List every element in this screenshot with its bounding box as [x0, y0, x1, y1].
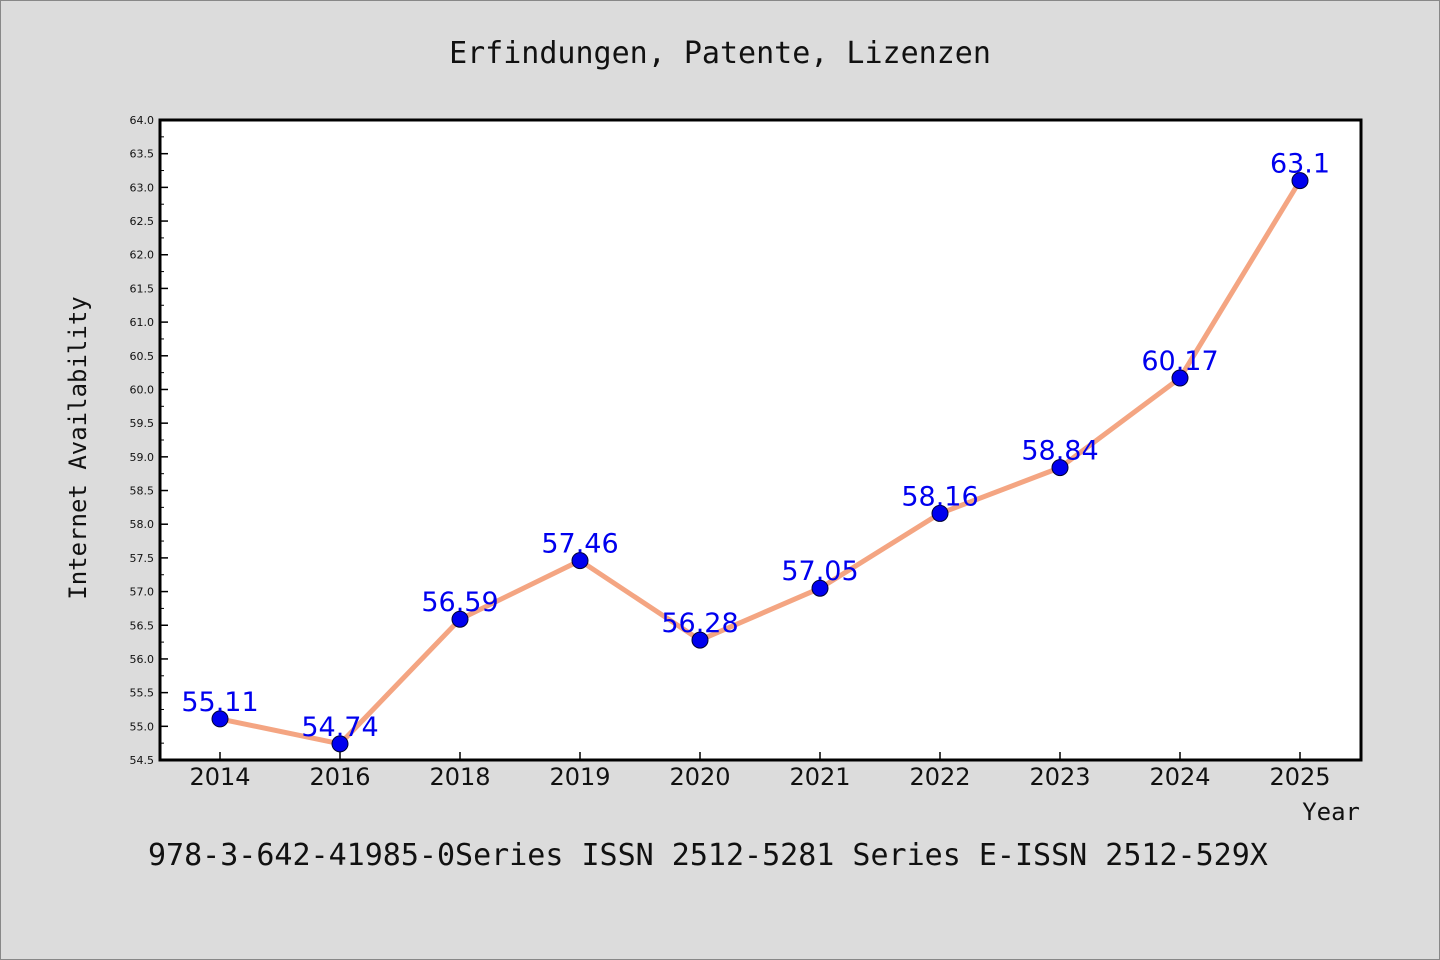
y-tick-label: 63.0 — [130, 181, 155, 194]
series-markers — [211, 172, 1309, 753]
y-tick-label: 58.5 — [130, 485, 155, 498]
footer-isbn-issn: 978-3-642-41985-0Series ISSN 2512-5281 S… — [148, 838, 1268, 873]
x-tick-label: 2014 — [189, 763, 250, 791]
y-tick-label: 54.5 — [130, 754, 155, 767]
data-point — [451, 610, 469, 628]
y-tick-label: 58.0 — [130, 518, 155, 531]
data-label: 54.74 — [301, 712, 378, 743]
x-axis-label: Year — [1302, 798, 1360, 826]
data-label: 60.17 — [1141, 346, 1218, 377]
x-tick-label: 2023 — [1029, 763, 1090, 791]
y-tick-label: 64.0 — [130, 114, 155, 127]
plot-frame — [158, 118, 1363, 762]
data-label: 56.28 — [661, 608, 738, 639]
y-axis-label: Internet Availability — [64, 296, 92, 599]
data-point — [571, 552, 589, 570]
x-tick-label: 2025 — [1269, 763, 1330, 791]
chart-title: Erfindungen, Patente, Lizenzen — [449, 36, 991, 71]
x-tick-label: 2024 — [1149, 763, 1210, 791]
data-point — [211, 710, 229, 728]
y-axis: 54.5 55.0 55.5 56.0 56.5 57.0 57.5 58.0 58.5 59.0… — [130, 114, 168, 767]
data-label: 57.05 — [781, 556, 858, 587]
y-tick-label: 63.5 — [130, 148, 155, 161]
y-tick-label: 62.0 — [130, 249, 155, 262]
series-line — [217, 178, 1303, 747]
y-tick-label: 57.0 — [130, 586, 155, 599]
y-tick-label: 59.0 — [130, 451, 155, 464]
x-axis: 2014 2016 2018 2019 2020 2021 2022 2023 2024 2025 — [189, 752, 1331, 791]
data-point — [931, 504, 949, 522]
data-point — [331, 735, 349, 753]
data-label: 58.16 — [901, 481, 978, 512]
data-labels: 55.11 54.74 56.59 57.46 56.28 57.05 58.16 58.84… — [181, 149, 1330, 743]
x-tick-label: 2022 — [909, 763, 970, 791]
plot-area — [160, 120, 1361, 760]
data-label: 63.1 — [1270, 149, 1330, 180]
data-point — [691, 631, 709, 649]
y-tick-label: 60.0 — [130, 383, 155, 396]
x-tick-label: 2016 — [309, 763, 370, 791]
y-tick-label: 57.5 — [130, 552, 155, 565]
data-point — [1051, 459, 1069, 477]
y-tick-label: 56.0 — [130, 653, 155, 666]
data-label: 57.46 — [541, 529, 618, 560]
data-label: 55.11 — [181, 687, 258, 718]
data-label: 56.59 — [421, 587, 498, 618]
data-point — [1171, 369, 1189, 387]
y-tick-label: 59.5 — [130, 417, 155, 430]
y-tick-label: 56.5 — [130, 619, 155, 632]
data-label: 58.84 — [1021, 436, 1098, 467]
y-tick-label: 61.0 — [130, 316, 155, 329]
y-tick-label: 55.5 — [130, 687, 155, 700]
y-tick-label: 60.5 — [130, 350, 155, 363]
y-tick-label: 62.5 — [130, 215, 155, 228]
y-tick-label: 61.5 — [130, 282, 155, 295]
x-tick-label: 2020 — [669, 763, 730, 791]
y-tick-label: 55.0 — [130, 720, 155, 733]
data-point — [1291, 172, 1309, 190]
x-tick-label: 2018 — [429, 763, 490, 791]
data-point — [811, 579, 829, 597]
x-tick-label: 2021 — [789, 763, 850, 791]
x-tick-label: 2019 — [549, 763, 610, 791]
